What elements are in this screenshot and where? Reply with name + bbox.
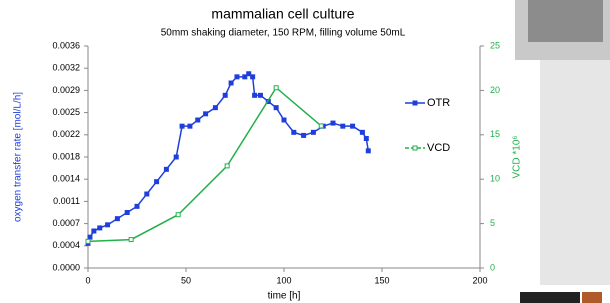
y-tick-label: 0.0014 — [52, 174, 80, 184]
marker — [86, 239, 90, 243]
marker — [235, 75, 239, 79]
marker — [213, 106, 217, 110]
x-tick-label: 50 — [181, 275, 191, 285]
legend-marker — [413, 101, 417, 105]
marker — [253, 93, 257, 97]
y-tick-label: 0.0025 — [52, 107, 80, 117]
marker — [282, 118, 286, 122]
marker — [366, 149, 370, 153]
marker — [188, 124, 192, 128]
marker — [204, 112, 208, 116]
marker — [311, 130, 315, 134]
marker — [180, 124, 184, 128]
chart-title: mammalian cell culture — [211, 6, 354, 22]
x-tick-label: 100 — [276, 275, 291, 285]
marker — [176, 213, 180, 217]
marker — [92, 229, 96, 233]
legend-label: VCD — [427, 142, 450, 154]
y2-tick-label: 20 — [490, 85, 500, 95]
logo — [520, 292, 580, 303]
chart-subtitle: 50mm shaking diameter, 150 RPM, filling … — [161, 28, 406, 39]
marker — [364, 137, 368, 141]
y-tick-label: 0.0000 — [52, 262, 80, 272]
series-line — [88, 88, 321, 242]
y2-tick-label: 0 — [490, 262, 495, 272]
marker — [225, 164, 229, 168]
marker — [274, 86, 278, 90]
marker — [292, 130, 296, 134]
marker — [155, 180, 159, 184]
marker — [341, 124, 345, 128]
marker — [247, 72, 251, 76]
logo — [582, 292, 602, 303]
marker — [258, 93, 262, 97]
x-tick-label: 0 — [85, 275, 90, 285]
y-tick-label: 0.0004 — [52, 240, 80, 250]
marker — [145, 192, 149, 196]
marker — [125, 211, 129, 215]
chart: mammalian cell culture 50mm shaking diam… — [0, 0, 610, 303]
legend-marker — [413, 146, 417, 150]
y2-axis-label: VCD *10⁶ — [512, 135, 523, 178]
marker — [223, 93, 227, 97]
y-axis-label: oxygen transfer rate [mol/L/h] — [13, 92, 24, 222]
marker — [106, 223, 110, 227]
y2-tick-label: 15 — [490, 129, 500, 139]
marker — [243, 75, 247, 79]
marker — [115, 217, 119, 221]
photo-bg — [540, 60, 610, 285]
y-tick-label: 0.0036 — [52, 40, 80, 50]
y-tick-label: 0.0032 — [52, 63, 80, 73]
marker — [98, 226, 102, 230]
marker — [135, 204, 139, 208]
marker — [331, 121, 335, 125]
legend-label: OTR — [427, 97, 450, 109]
y-tick-label: 0.0018 — [52, 151, 80, 161]
y-tick-label: 0.0007 — [52, 218, 80, 228]
marker — [251, 75, 255, 79]
y2-tick-label: 5 — [490, 218, 495, 228]
marker — [196, 118, 200, 122]
marker — [88, 235, 92, 239]
y-tick-label: 0.0022 — [52, 129, 80, 139]
marker — [164, 167, 168, 171]
y-tick-label: 0.0029 — [52, 85, 80, 95]
marker — [319, 124, 323, 128]
x-tick-label: 150 — [374, 275, 389, 285]
page: {"chart_data": {"type": "line", "title":… — [0, 0, 610, 303]
marker — [302, 133, 306, 137]
marker — [351, 124, 355, 128]
marker — [360, 130, 364, 134]
marker — [274, 106, 278, 110]
x-tick-label: 200 — [472, 275, 487, 285]
x-axis-label: time [h] — [268, 291, 301, 302]
marker — [229, 81, 233, 85]
marker — [129, 238, 133, 242]
photo-detail — [528, 0, 603, 42]
y2-tick-label: 25 — [490, 40, 500, 50]
y-tick-label: 0.0011 — [53, 196, 80, 206]
series-line — [88, 74, 368, 244]
marker — [174, 155, 178, 159]
y2-tick-label: 10 — [490, 174, 500, 184]
